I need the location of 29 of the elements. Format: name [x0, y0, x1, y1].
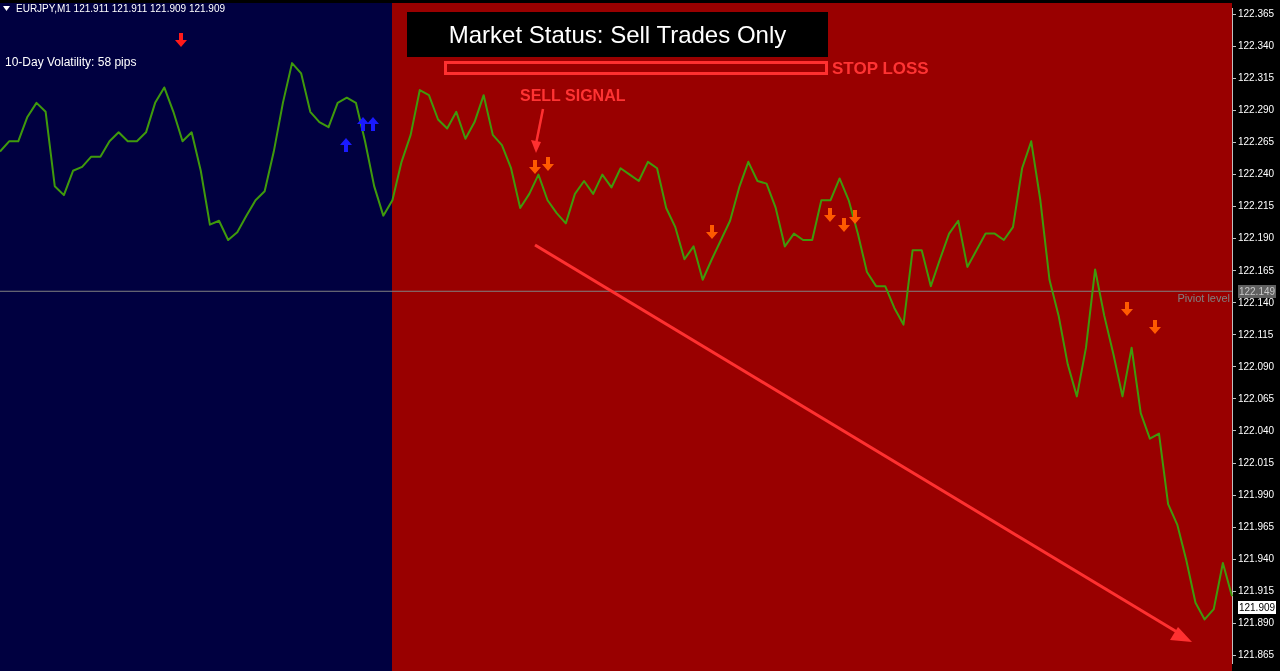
annotation: SELL SIGNAL	[520, 87, 626, 105]
y-tick-label: 121.990	[1238, 488, 1275, 500]
y-tick-label: 122.090	[1238, 360, 1275, 372]
y-tick-label: 122.115	[1238, 328, 1274, 340]
chart-subtitle: EURJPY,M1 121.911 121.911 121.909 121.909	[16, 3, 226, 14]
y-tick-label: 121.865	[1238, 649, 1275, 661]
y-tick-label: 121.915	[1238, 584, 1275, 596]
y-tick-label: 122.190	[1238, 232, 1275, 244]
annotation: STOP LOSS	[832, 59, 929, 79]
y-tick-label: 122.340	[1238, 40, 1275, 52]
y-tick-label: 122.215	[1238, 200, 1275, 212]
y-tick-label: 121.890	[1238, 617, 1275, 629]
y-tick-label: 122.065	[1238, 392, 1275, 404]
annotation: 10-Day Volatility: 58 pips	[5, 55, 137, 69]
y-tick-label: 122.265	[1238, 136, 1275, 148]
label-box: Market Status: Sell Trades Only	[407, 12, 828, 57]
y-tick-label: 122.290	[1238, 104, 1275, 116]
text: 122.149	[1238, 285, 1276, 298]
text: 121.909	[1238, 601, 1276, 614]
y-tick-label: 122.140	[1238, 296, 1275, 308]
y-tick-label: 122.040	[1238, 424, 1275, 436]
y-tick-label: 122.315	[1238, 72, 1275, 84]
y-tick-label: 122.240	[1238, 168, 1275, 180]
y-tick-label: 121.940	[1238, 552, 1275, 564]
ref-line-label: Piviot level	[1177, 291, 1230, 304]
y-tick-label: 122.165	[1238, 264, 1275, 276]
y-tick-label: 122.015	[1238, 456, 1275, 468]
y-tick-label: 121.965	[1238, 520, 1275, 532]
y-tick-label: 122.365	[1238, 8, 1275, 20]
